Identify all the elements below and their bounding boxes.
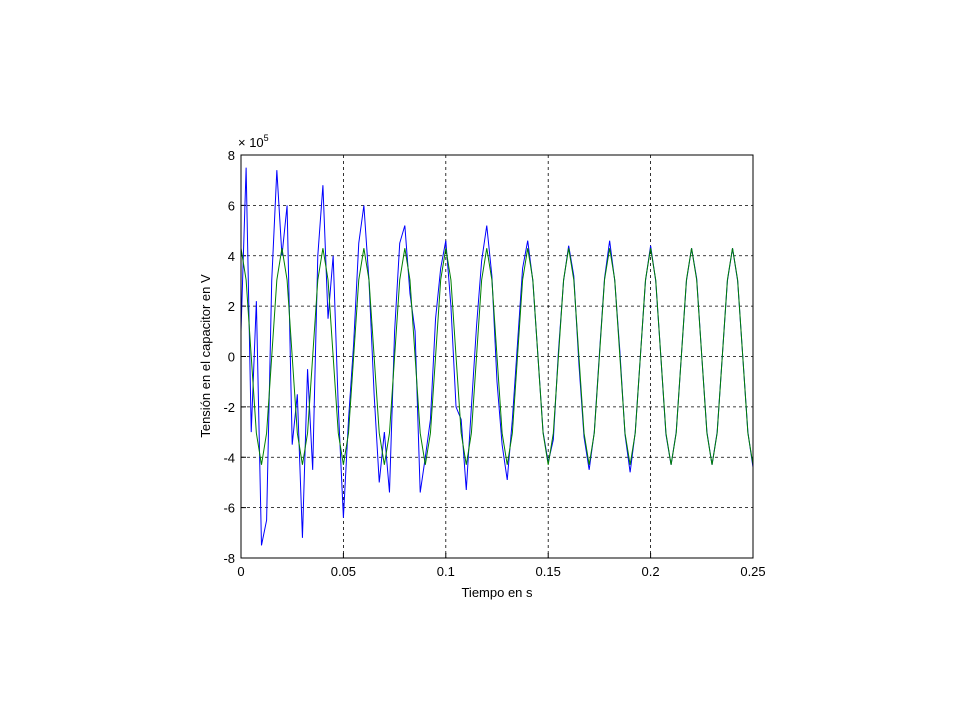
y-tick-label: 6 [228, 198, 235, 213]
y-tick-label: 2 [228, 299, 235, 314]
y-tick-label: -6 [223, 501, 235, 516]
y-tick-label: -2 [223, 400, 235, 415]
y-scale-exponent: 5 [264, 133, 269, 143]
x-axis-label: Tiempo en s [461, 585, 533, 600]
y-tick-label: -4 [223, 450, 235, 465]
y-tick-label: 8 [228, 148, 235, 163]
series-line [240, 248, 754, 465]
x-tick-label: 0.1 [437, 564, 455, 579]
y-tick-label: 0 [228, 350, 235, 365]
y-tick-label: -8 [223, 551, 235, 566]
x-tick-label: 0.05 [331, 564, 356, 579]
plot-frame [240, 154, 754, 559]
y-scale-label: × 105 [238, 133, 269, 150]
y-tick-label: 4 [228, 249, 235, 264]
x-tick-label: 0.2 [642, 564, 660, 579]
y-axis-label: Tensión en el capacitor en V [198, 274, 213, 438]
x-tick-label: 0.15 [536, 564, 561, 579]
y-scale-base: × 10 [238, 135, 264, 150]
x-tick-label: 0.25 [740, 564, 765, 579]
x-tick-label: 0 [237, 564, 244, 579]
